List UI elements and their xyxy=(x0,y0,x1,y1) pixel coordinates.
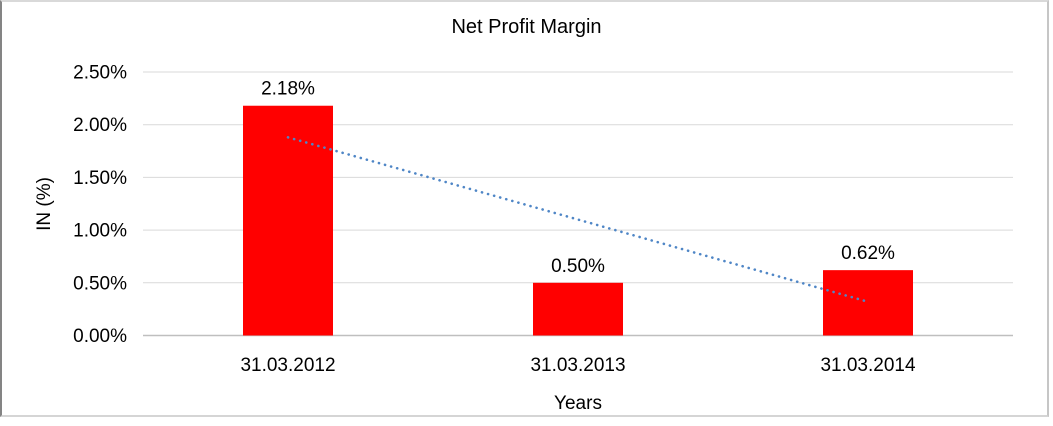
x-category-label: 31.03.2013 xyxy=(530,355,625,376)
bar-data-label: 0.50% xyxy=(551,256,605,277)
chart-frame xyxy=(0,0,1049,417)
bar xyxy=(823,270,913,336)
y-tick-label: 1.50% xyxy=(73,168,127,189)
y-tick-label: 1.00% xyxy=(73,221,127,242)
bar xyxy=(533,282,623,336)
bar xyxy=(243,105,333,336)
x-axis-title: Years xyxy=(554,393,602,414)
bar-data-label: 0.62% xyxy=(841,243,895,264)
chart-title: Net Profit Margin xyxy=(451,16,602,38)
bar-data-label: 2.18% xyxy=(261,79,315,100)
trendline xyxy=(286,136,870,304)
x-category-label: 31.03.2014 xyxy=(820,355,916,376)
y-tick-label: 0.50% xyxy=(73,273,127,294)
y-tick-label: 2.50% xyxy=(73,63,127,84)
y-tick-label: 0.00% xyxy=(73,326,127,347)
x-category-label: 31.03.2012 xyxy=(240,355,335,376)
y-tick-label: 2.00% xyxy=(73,115,127,136)
